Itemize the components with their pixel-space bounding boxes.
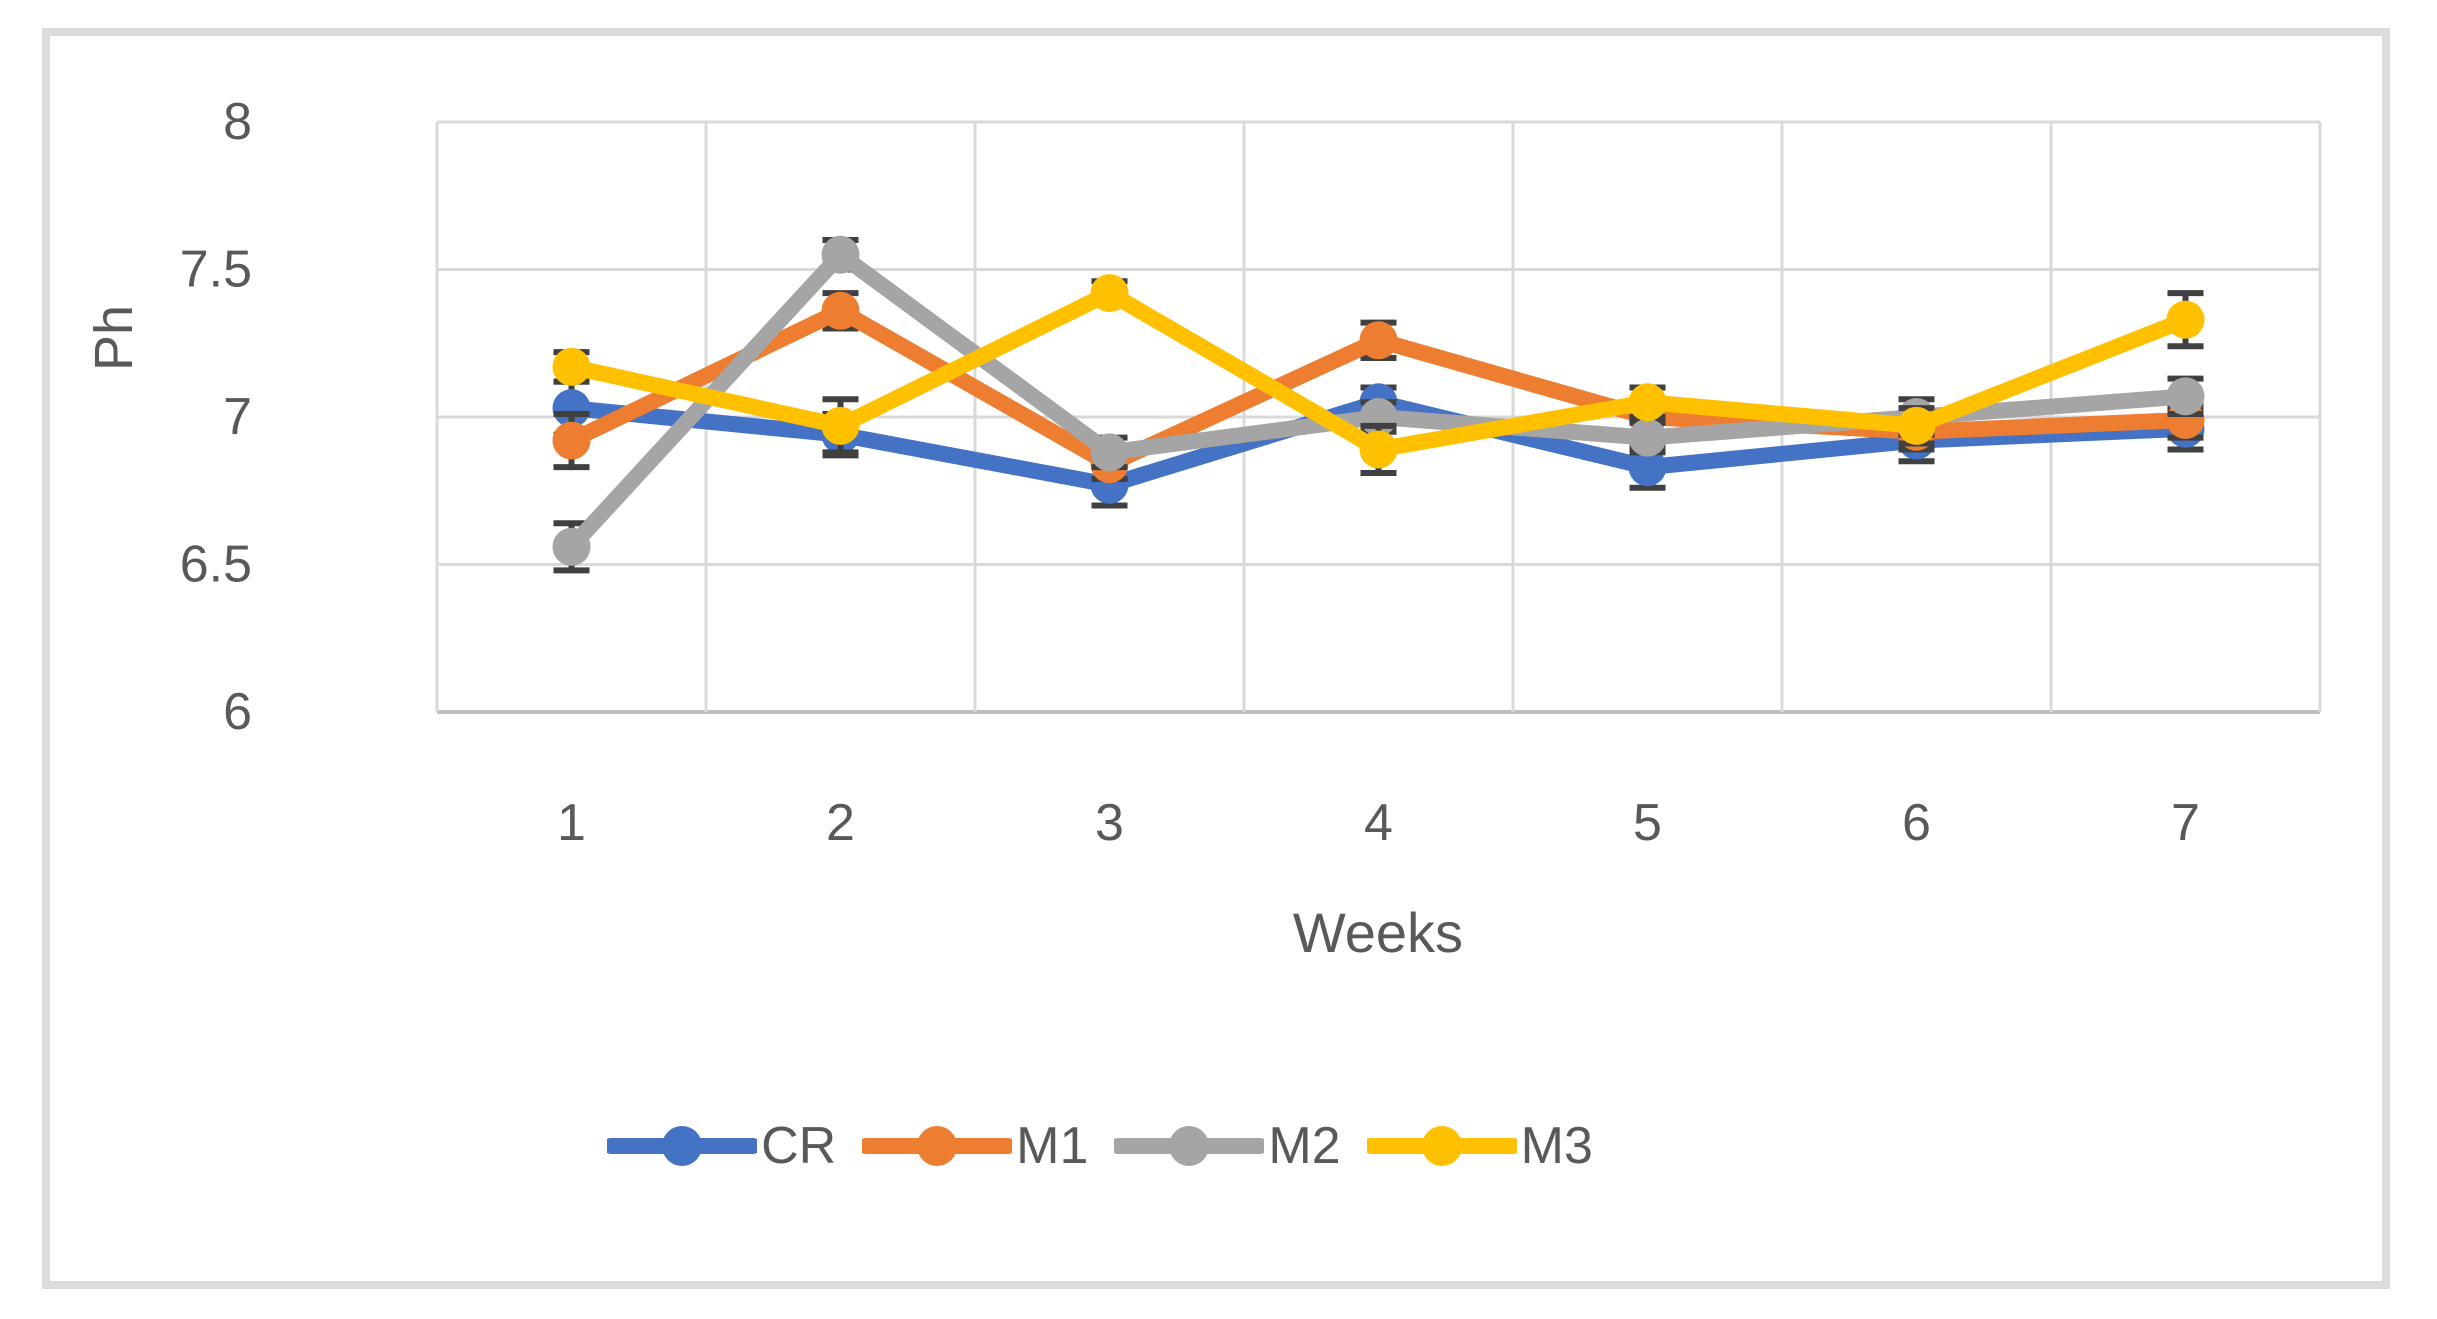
y-axis-title: Ph [84, 305, 144, 371]
legend-marker [862, 1126, 1013, 1166]
x-axis-tick-labels: 1 2 3 4 5 6 7 [557, 794, 2200, 852]
legend-marker [607, 1126, 758, 1166]
x-tick-label: 2 [826, 794, 855, 852]
x-axis-title: Weeks [1293, 901, 1463, 964]
y-tick-label: 6.5 [180, 536, 252, 594]
series-M3 [552, 274, 2205, 477]
x-tick-label: 4 [1364, 794, 1393, 852]
legend-label: M2 [1268, 1117, 1341, 1175]
legend-item-CR: CR [607, 1118, 836, 1174]
x-tick-label: 3 [1095, 794, 1124, 852]
data-point [552, 347, 591, 386]
data-point [821, 406, 860, 445]
data-point [1897, 406, 1936, 445]
x-tick-label: 6 [1902, 794, 1931, 852]
y-tick-label: 6 [223, 683, 252, 741]
legend-label: M3 [1520, 1117, 1593, 1175]
data-point [821, 235, 860, 274]
x-tick-label: 7 [2171, 794, 2200, 852]
data-point [1359, 430, 1398, 469]
data-point [2166, 300, 2205, 339]
data-point [1359, 321, 1398, 360]
x-tick-label: 5 [1633, 794, 1662, 852]
data-point [1090, 274, 1129, 313]
y-tick-label: 7.5 [180, 241, 252, 299]
y-tick-label: 7 [223, 388, 252, 446]
data-point [1628, 383, 1667, 422]
data-point [2166, 377, 2205, 416]
y-axis-tick-labels: 8 7.5 7 6.5 6 [180, 93, 252, 741]
series-layer [552, 235, 2205, 574]
data-point [1090, 433, 1129, 472]
data-point [552, 389, 591, 428]
data-point [552, 527, 591, 566]
legend-marker [1114, 1126, 1265, 1166]
legend-item-M1: M1 [862, 1118, 1088, 1174]
legend-label: M1 [1016, 1117, 1089, 1175]
data-point [1628, 418, 1667, 457]
data-point [1628, 448, 1667, 487]
legend-label: CR [761, 1117, 837, 1175]
y-tick-label: 8 [223, 93, 252, 151]
chart-legend: CR M1 M2 M3 [0, 1118, 2200, 1174]
legend-item-M3: M3 [1366, 1117, 1593, 1175]
legend-item-M2: M2 [1114, 1117, 1341, 1175]
gridlines [435, 120, 2322, 714]
data-point [821, 291, 860, 330]
x-tick-label: 1 [557, 794, 586, 852]
legend-marker [1366, 1126, 1517, 1166]
data-point [552, 421, 591, 460]
